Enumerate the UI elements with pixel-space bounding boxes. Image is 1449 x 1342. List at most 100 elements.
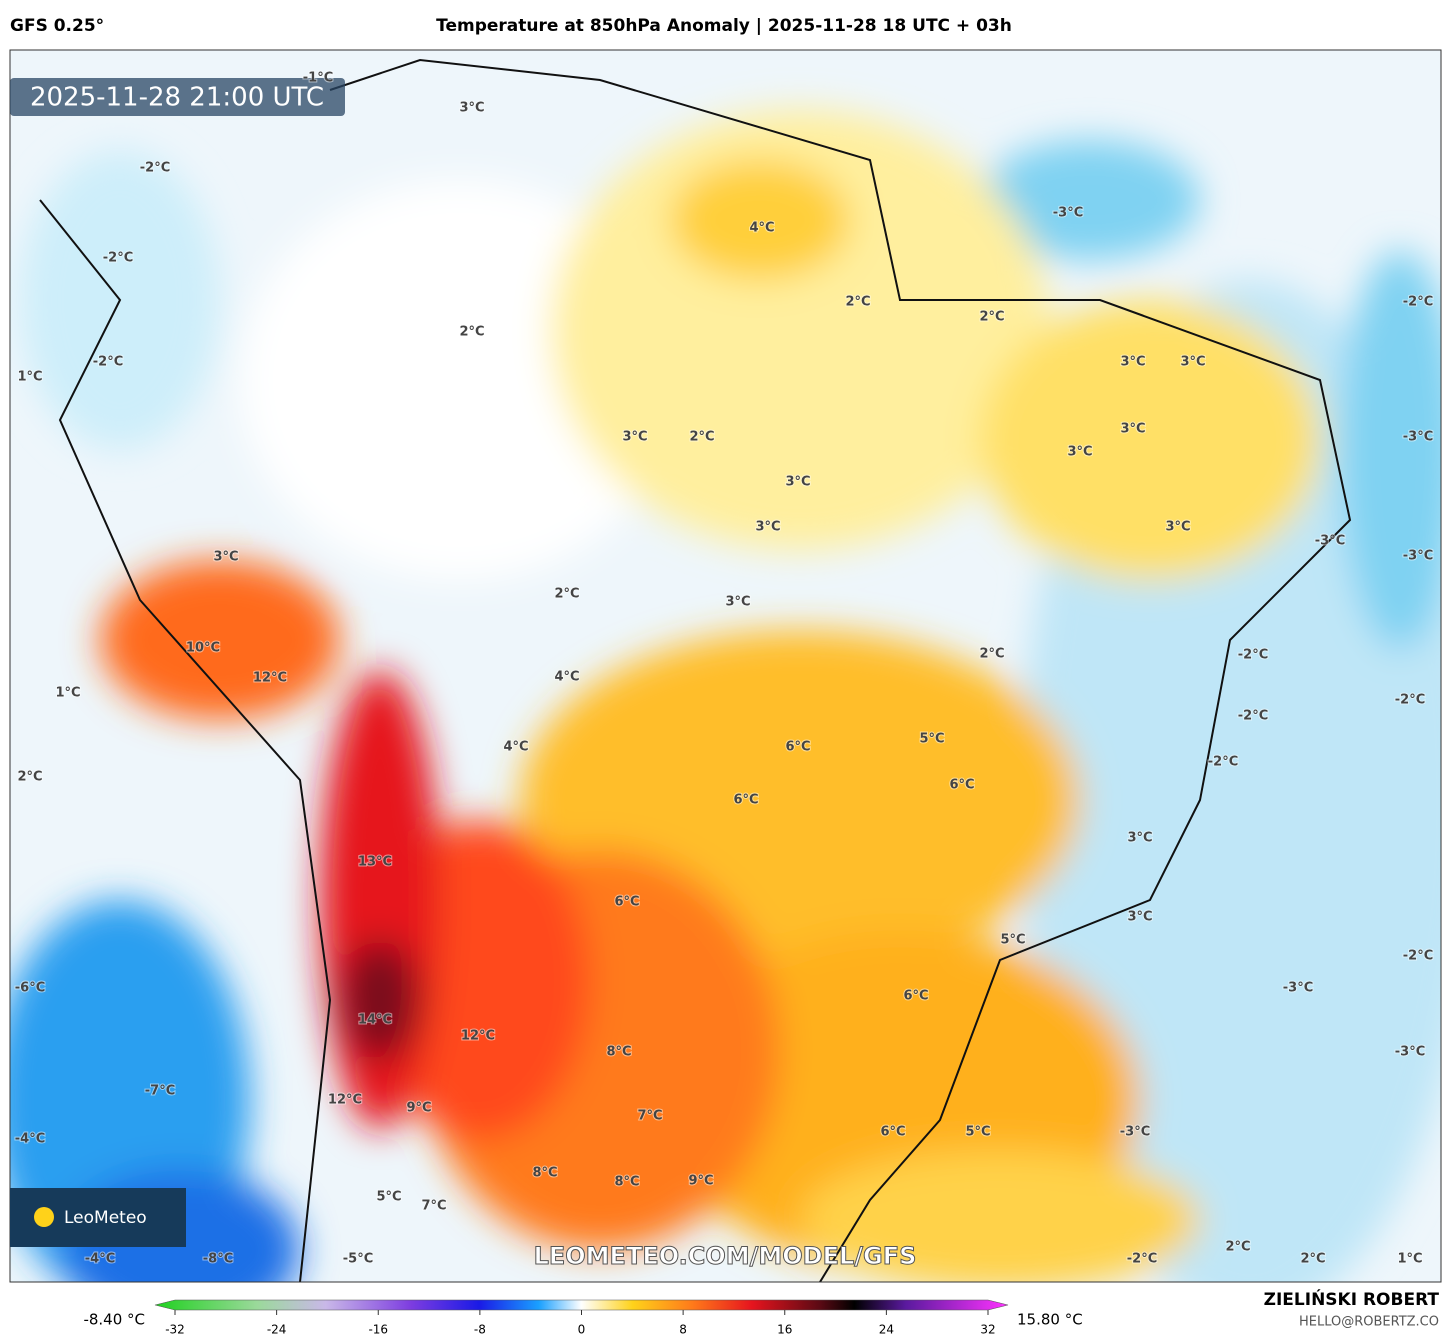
contour-label: -5°C — [343, 1252, 373, 1267]
contour-label: 3°C — [1127, 910, 1152, 925]
timestamp: 2025-11-28 21:00 UTC — [30, 83, 324, 113]
contour-label: 3°C — [1120, 355, 1145, 370]
contour-label: 2°C — [554, 587, 579, 602]
contour-label: -2°C — [1238, 709, 1268, 724]
contour-label: 13°C — [358, 855, 392, 870]
contour-label: -2°C — [1395, 693, 1425, 708]
contour-label: 1°C — [17, 370, 42, 385]
colorbar — [154, 1299, 1009, 1311]
contour-label: -6°C — [15, 981, 45, 996]
contour-label: -8°C — [203, 1252, 233, 1267]
colorbar-tick-label: 24 — [879, 1323, 894, 1337]
contour-label: 3°C — [622, 430, 647, 445]
model-name: GFS 0.25° — [10, 16, 104, 36]
contour-label: 7°C — [637, 1109, 662, 1124]
contour-label: 3°C — [213, 550, 238, 565]
contour-label: 14°C — [358, 1013, 392, 1028]
contour-label: -3°C — [1120, 1125, 1150, 1140]
contour-label: -7°C — [145, 1084, 175, 1099]
logo-text: LeoMeteo — [64, 1208, 147, 1228]
contour-label: -2°C — [140, 161, 170, 176]
contour-label: 12°C — [253, 671, 287, 686]
logo-icon — [34, 1207, 54, 1227]
contour-label: 6°C — [733, 793, 758, 808]
contour-label: 5°C — [1000, 933, 1025, 948]
contour-label: 2°C — [979, 647, 1004, 662]
contour-label: 8°C — [606, 1045, 631, 1060]
contour-label: 6°C — [785, 740, 810, 755]
contour-label: -4°C — [15, 1132, 45, 1147]
contour-label: -3°C — [1053, 206, 1083, 221]
contour-label: 4°C — [554, 670, 579, 685]
colorbar-tick-label: 16 — [777, 1323, 792, 1337]
contour-labels: 3°C -2°C -1°C 4°C -3°C -2°C 2°C 2°C -2°C 2°C -2°C 3… — [14, 70, 1434, 1268]
contour-label: 6°C — [880, 1125, 905, 1140]
colorbar-tick-label: -8 — [474, 1323, 486, 1337]
map-frame — [9, 49, 1442, 1283]
contour-label: 3°C — [1180, 355, 1205, 370]
contour-label: 2°C — [1300, 1252, 1325, 1267]
contour-label: 9°C — [406, 1101, 431, 1116]
contour-label: 9°C — [688, 1174, 713, 1189]
contour-label: 3°C — [1067, 445, 1092, 460]
contour-label: 3°C — [1120, 422, 1145, 437]
colorbar-max: 15.80 °C — [1017, 1311, 1083, 1329]
contour-label: -3°C — [1395, 1045, 1425, 1060]
contour-label: 2°C — [17, 770, 42, 785]
contact: HELLO@ROBERTZ.CO — [1299, 1315, 1439, 1330]
contour-label: 10°C — [186, 641, 220, 656]
contour-label: 4°C — [749, 221, 774, 236]
contour-label: 5°C — [965, 1125, 990, 1140]
contour-label: -2°C — [1403, 295, 1433, 310]
contour-label: -4°C — [85, 1252, 115, 1267]
contour-label: -2°C — [1238, 648, 1268, 663]
contour-label: -2°C — [103, 251, 133, 266]
colorbar-tick-label: 0 — [578, 1323, 586, 1337]
contour-label: 3°C — [755, 520, 780, 535]
contour-label: -2°C — [1127, 1252, 1157, 1267]
contour-label: 2°C — [689, 430, 714, 445]
contour-label: 8°C — [614, 1175, 639, 1190]
contour-label: 6°C — [903, 989, 928, 1004]
colorbar-tick-label: 8 — [679, 1323, 687, 1337]
contour-label: 1°C — [1397, 1252, 1422, 1267]
contour-label: 3°C — [785, 475, 810, 490]
contour-label: 3°C — [1165, 520, 1190, 535]
contour-label: -3°C — [1283, 981, 1313, 996]
map-title: Temperature at 850hPa Anomaly | 2025-11-… — [436, 16, 1012, 36]
contour-label: 6°C — [949, 778, 974, 793]
contour-label: 12°C — [328, 1093, 362, 1108]
contour-label: 3°C — [1127, 831, 1152, 846]
contour-label: 3°C — [725, 595, 750, 610]
contour-label: 3°C — [459, 101, 484, 116]
map-field — [10, 50, 1441, 1282]
contour-label: 6°C — [614, 895, 639, 910]
contour-label: 2°C — [979, 310, 1004, 325]
colorbar-tick-label: -24 — [267, 1323, 287, 1337]
contour-label: -3°C — [1403, 549, 1433, 564]
colorbar-tick-label: 32 — [980, 1323, 995, 1337]
contour-label: 2°C — [459, 325, 484, 340]
contour-label: -2°C — [1403, 949, 1433, 964]
contour-label: -1°C — [303, 71, 333, 86]
contour-label: 1°C — [55, 686, 80, 701]
contour-label: -2°C — [93, 355, 123, 370]
contour-label: -3°C — [1403, 430, 1433, 445]
timestamp-box — [10, 78, 345, 116]
contour-label: 2°C — [1225, 1240, 1250, 1255]
contour-label: 2°C — [845, 295, 870, 310]
author: ZIELIŃSKI ROBERT — [1264, 1288, 1440, 1310]
watermark: LEOMETEO.COM/MODEL/GFS — [534, 1242, 917, 1270]
contour-label: 8°C — [532, 1166, 557, 1181]
colorbar-min: -8.40 °C — [83, 1311, 145, 1329]
colorbar-tick-label: -32 — [165, 1323, 185, 1337]
contour-label: 7°C — [421, 1199, 446, 1214]
contour-label: 12°C — [461, 1029, 495, 1044]
colorbar-tick-label: -16 — [368, 1323, 388, 1337]
contour-label: 4°C — [503, 740, 528, 755]
contour-label: -3°C — [1315, 534, 1345, 549]
contour-label: 5°C — [919, 732, 944, 747]
contour-label: 5°C — [376, 1190, 401, 1205]
